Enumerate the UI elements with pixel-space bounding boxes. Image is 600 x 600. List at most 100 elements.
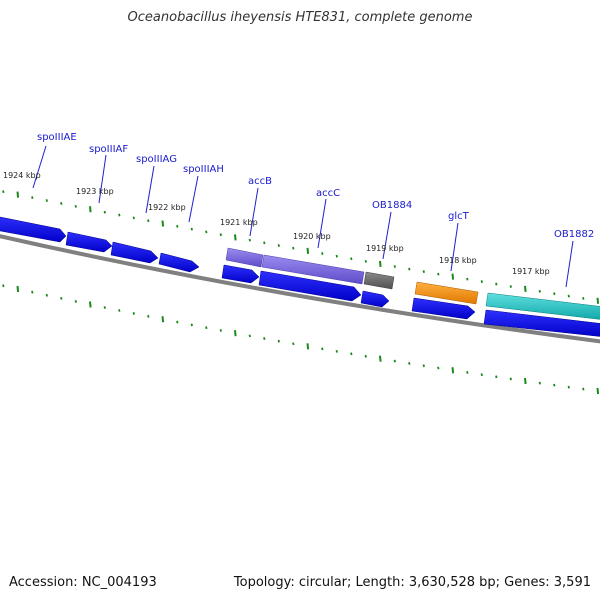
- scale-tick: [219, 329, 222, 332]
- scale-tick: [393, 359, 396, 363]
- scale-tick: [263, 241, 266, 245]
- scale-tick: [393, 265, 396, 268]
- scale-tick: [234, 234, 237, 241]
- scale-tick: [553, 383, 556, 387]
- gene-accB-box[interactable]: [225, 247, 264, 268]
- scale-tick: [147, 219, 150, 223]
- scale-tick: [538, 289, 541, 293]
- gene-accC-box[interactable]: [261, 254, 365, 285]
- scale-tick: [147, 314, 150, 318]
- scale-tick: [466, 277, 469, 281]
- scale-tick: [16, 285, 20, 293]
- scale-tick: [509, 285, 512, 288]
- scale-tick: [16, 191, 20, 198]
- scale-tick: [422, 364, 425, 368]
- genome-stats-text: Topology: circular; Length: 3,630,528 bp…: [233, 575, 591, 590]
- gene-accB[interactable]: [221, 264, 260, 284]
- scale-tick: [364, 259, 367, 263]
- scale-tick: [495, 282, 498, 286]
- scale-tick: [248, 238, 251, 242]
- scale-tick: [567, 294, 570, 298]
- scale-tick: [509, 377, 512, 381]
- upper-scale-ticks: [2, 190, 600, 304]
- gene-OB1882[interactable]: [483, 309, 600, 337]
- scale-tick: [2, 284, 5, 288]
- scale-tick: [277, 339, 280, 343]
- lower-scale-ticks: [2, 284, 600, 395]
- scale-tick: [524, 377, 527, 385]
- gene-label-OB1882[interactable]: OB1882: [554, 229, 594, 240]
- kbp-label-1920: 1920 kbp: [293, 232, 331, 241]
- scale-tick: [234, 330, 237, 337]
- gene-spoIIIAH[interactable]: [158, 252, 200, 273]
- scale-tick: [118, 309, 121, 312]
- scale-tick: [74, 300, 77, 303]
- scale-tick: [190, 227, 193, 231]
- scale-tick: [582, 297, 585, 300]
- gene-label-accC[interactable]: accC: [316, 188, 340, 199]
- accession-text: Accession: NC_004193: [9, 575, 157, 590]
- scale-tick: [553, 292, 556, 296]
- gene-OB1882-box[interactable]: [485, 292, 600, 320]
- scale-tick: [103, 210, 106, 214]
- gene-label-OB1884[interactable]: OB1884: [372, 200, 412, 211]
- gene-spoIIIAG[interactable]: [110, 241, 159, 264]
- scale-tick: [45, 199, 48, 202]
- gene-glcT[interactable]: [411, 297, 476, 320]
- scale-tick: [306, 247, 310, 254]
- gene-OB1884-box[interactable]: [363, 271, 395, 290]
- gene-label-glcT[interactable]: glcT: [448, 211, 470, 222]
- gene-label-spoIIIAF[interactable]: spoIIIAF: [89, 144, 128, 155]
- gene-glcT-box[interactable]: [414, 281, 479, 305]
- gene-label-spoIIIAH[interactable]: spoIIIAH: [183, 164, 224, 175]
- scale-tick: [118, 213, 121, 217]
- scale-tick: [60, 296, 63, 300]
- gene-OB1884[interactable]: [360, 290, 390, 308]
- scale-tick: [335, 349, 338, 353]
- scale-tick: [437, 366, 440, 370]
- scale-tick: [2, 190, 5, 194]
- scale-tick: [103, 306, 106, 309]
- scale-tick: [161, 316, 165, 323]
- scale-tick: [31, 196, 34, 200]
- genome-backbone: [0, 234, 600, 344]
- scale-tick: [408, 267, 411, 271]
- gene-label-spoIIIAG[interactable]: spoIIIAG: [136, 154, 177, 165]
- scale-tick: [321, 252, 324, 255]
- scale-tick: [596, 297, 600, 304]
- scale-tick: [364, 354, 367, 358]
- gene-label-spoIIIAE[interactable]: spoIIIAE: [37, 132, 77, 143]
- scale-tick: [480, 373, 483, 377]
- scale-tick: [451, 367, 455, 374]
- scale-tick: [335, 254, 338, 258]
- gene-spoIIIAE[interactable]: [0, 216, 67, 243]
- scale-tick: [31, 290, 34, 294]
- scale-tick: [277, 244, 280, 247]
- scale-tick: [248, 334, 251, 338]
- scale-tick: [60, 202, 63, 205]
- scale-tick: [132, 312, 135, 315]
- scale-tick: [321, 347, 324, 351]
- gene-callout-lines: [32, 145, 574, 288]
- scale-tick: [538, 381, 541, 385]
- gene-label-accB[interactable]: accB: [248, 176, 272, 187]
- scale-tick: [132, 216, 135, 220]
- scale-tick: [161, 220, 165, 227]
- kbp-label-1921: 1921 kbp: [220, 218, 258, 227]
- scale-tick: [292, 342, 295, 346]
- kbp-label-1917: 1917 kbp: [512, 267, 550, 276]
- gene-accC[interactable]: [258, 270, 362, 302]
- scale-tick: [408, 361, 411, 365]
- scale-tick: [176, 224, 179, 228]
- scale-tick: [567, 385, 570, 389]
- scale-tick: [45, 293, 48, 297]
- scale-tick: [524, 285, 527, 293]
- scale-tick: [176, 320, 179, 324]
- scale-tick: [205, 326, 208, 330]
- scale-tick: [205, 230, 208, 234]
- kbp-label-1922: 1922 kbp: [148, 203, 186, 212]
- gene-spoIIIAF[interactable]: [65, 231, 113, 253]
- scale-tick: [350, 352, 353, 356]
- scale-tick: [350, 257, 353, 261]
